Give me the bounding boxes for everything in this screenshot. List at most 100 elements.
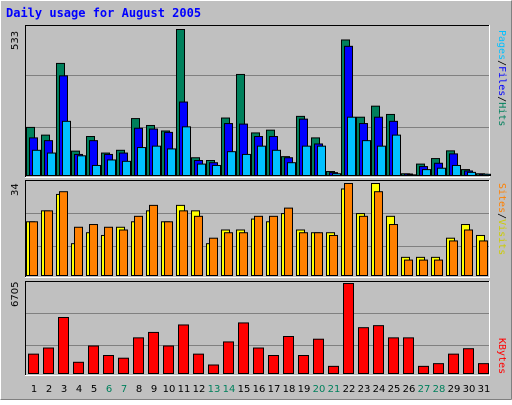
pages-bar bbox=[422, 169, 431, 177]
day-label: 20 bbox=[313, 384, 326, 395]
sites-bar bbox=[254, 215, 263, 277]
pages-bar bbox=[182, 126, 191, 177]
kbytes-bar bbox=[163, 345, 174, 374]
legend-hits: Hits bbox=[496, 102, 507, 127]
day-label: 27 bbox=[418, 384, 431, 395]
kbytes-bar bbox=[283, 335, 294, 374]
pages-bar bbox=[302, 145, 311, 177]
sites-bar bbox=[449, 240, 458, 276]
day-label: 10 bbox=[163, 384, 176, 395]
day-label: 16 bbox=[253, 384, 266, 395]
pages-bar bbox=[362, 140, 371, 177]
legend-visits: Visits bbox=[496, 219, 507, 256]
day-label: 7 bbox=[121, 384, 127, 395]
kbytes-bar bbox=[448, 353, 459, 375]
pages-bar bbox=[92, 164, 101, 177]
kbytes-bar bbox=[193, 353, 204, 375]
kbytes-bar bbox=[43, 347, 54, 374]
sites-bar bbox=[479, 240, 488, 276]
pages-bar bbox=[452, 164, 461, 177]
day-label: 17 bbox=[268, 384, 281, 395]
sites-bar bbox=[419, 259, 428, 276]
sites-bar bbox=[29, 221, 38, 276]
kbytes-bar bbox=[133, 337, 144, 375]
day-label: 5 bbox=[91, 384, 97, 395]
sites-bar bbox=[74, 226, 83, 277]
pages-bar bbox=[272, 149, 281, 177]
kbytes-bar bbox=[313, 338, 324, 374]
day-label: 25 bbox=[388, 384, 401, 395]
day-label: 21 bbox=[328, 384, 341, 395]
pages-bar bbox=[152, 145, 161, 177]
kbytes-bar bbox=[358, 327, 369, 374]
kbytes-bar bbox=[388, 337, 399, 375]
pages-bar bbox=[407, 174, 416, 176]
kbytes-bar bbox=[403, 337, 414, 375]
pages-bar bbox=[467, 171, 476, 176]
kbytes-bar bbox=[298, 354, 309, 375]
day-label: 12 bbox=[193, 384, 206, 395]
legend-sites: Sites bbox=[496, 183, 507, 214]
legend-pages: Pages bbox=[496, 30, 507, 61]
kbytes-bar bbox=[463, 348, 474, 375]
pages-bar bbox=[392, 134, 401, 176]
pages-bar bbox=[107, 159, 116, 177]
pages-bar bbox=[122, 160, 131, 177]
sites-bar bbox=[44, 210, 53, 276]
kbytes-bar bbox=[433, 363, 444, 374]
kbytes-bar bbox=[253, 347, 264, 374]
legend-files: Files bbox=[496, 66, 507, 97]
sites-bar bbox=[269, 215, 278, 277]
bottom-panel-max-label: 6705 bbox=[10, 281, 21, 307]
kbytes-bar bbox=[208, 364, 219, 375]
day-label: 30 bbox=[463, 384, 476, 395]
kbytes-bar bbox=[418, 365, 429, 374]
sites-bar bbox=[344, 183, 353, 276]
day-label: 19 bbox=[298, 384, 311, 395]
kbytes-bar bbox=[28, 353, 39, 375]
day-label: 3 bbox=[61, 384, 67, 395]
kbytes-bar bbox=[478, 363, 489, 374]
sites-bar bbox=[179, 210, 188, 276]
sites-bar bbox=[134, 215, 143, 277]
day-label: 15 bbox=[238, 384, 251, 395]
kbytes-bar bbox=[88, 345, 99, 374]
sites-bar bbox=[329, 234, 338, 276]
sites-bar bbox=[464, 229, 473, 276]
pages-bar bbox=[212, 164, 221, 177]
pages-bar bbox=[347, 116, 356, 177]
legend-bottom: KBytes bbox=[496, 338, 507, 374]
sites-bar bbox=[239, 232, 248, 276]
pages-bar bbox=[257, 145, 266, 177]
chart-title: Daily usage for August 2005 bbox=[6, 6, 202, 20]
day-label: 24 bbox=[373, 384, 386, 395]
day-label: 31 bbox=[478, 384, 491, 395]
pages-bar bbox=[32, 149, 41, 177]
pages-bar bbox=[482, 173, 491, 177]
kbytes-bar bbox=[238, 322, 249, 374]
day-label: 2 bbox=[46, 384, 52, 395]
sites-bar bbox=[194, 215, 203, 277]
sites-bar bbox=[299, 232, 308, 276]
legend-kbytes: KBytes bbox=[496, 338, 507, 375]
sites-bar bbox=[119, 229, 128, 276]
sites-bar bbox=[149, 204, 158, 276]
day-label: 11 bbox=[178, 384, 191, 395]
sites-bar bbox=[374, 191, 383, 277]
kbytes-bar bbox=[58, 316, 69, 375]
pages-bar bbox=[377, 145, 386, 177]
legend-middle: Sites/Visits bbox=[496, 183, 507, 255]
pages-bar bbox=[47, 152, 56, 176]
day-label: 13 bbox=[208, 384, 221, 395]
sites-bar bbox=[209, 237, 218, 277]
kbytes-bar bbox=[268, 354, 279, 375]
sites-bar bbox=[59, 191, 68, 277]
sites-bar bbox=[89, 224, 98, 277]
pages-bar bbox=[137, 147, 146, 176]
sites-bar bbox=[359, 215, 368, 277]
kbytes-bar bbox=[373, 325, 384, 374]
top-panel-max-label: 533 bbox=[10, 30, 21, 50]
day-label: 22 bbox=[343, 384, 356, 395]
